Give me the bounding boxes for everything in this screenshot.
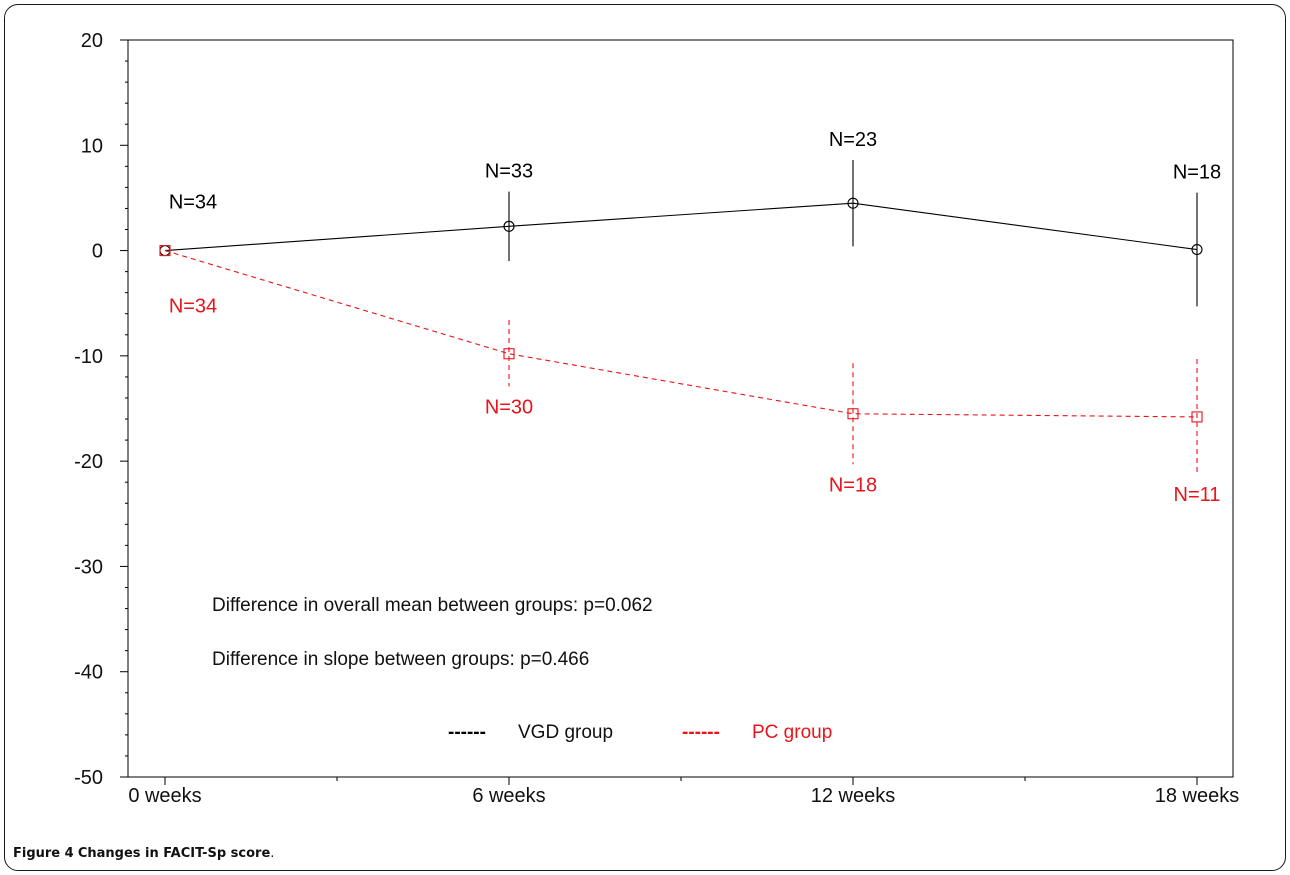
figure-caption-end: . xyxy=(270,846,275,861)
x-tick-label: 0 weeks xyxy=(128,785,201,807)
annotation-overall-mean: Difference in overall mean between group… xyxy=(212,595,653,616)
sample-size-label: N=23 xyxy=(829,129,877,151)
data-point-square xyxy=(1191,411,1203,423)
series-vgd: N=34 N=33 N=23 N=18 xyxy=(159,129,1221,307)
data-point-circle xyxy=(847,197,859,209)
series-line xyxy=(164,202,1198,252)
sample-size-label: N=18 xyxy=(1173,162,1221,184)
line-chart: 20 10 0 -10 -20 -30 -40 -50 0 weeks 6 weeks 12 wee… xyxy=(74,30,1239,807)
y-tick-label: -20 xyxy=(74,451,103,473)
series-pc: N=34 N=30 N=18 N=11 xyxy=(159,245,1221,506)
chart-marks: N=34 N=33 N=23 N=18 N=34 N=30 N=18 N=11 xyxy=(159,129,1221,506)
y-tick-label: 20 xyxy=(81,30,103,52)
y-tick-label: 0 xyxy=(92,241,103,263)
y-tick-label: -30 xyxy=(74,556,103,578)
data-point-circle xyxy=(1191,243,1203,256)
sample-size-label: N=34 xyxy=(169,296,217,318)
legend-label-pc: PC group xyxy=(752,722,832,743)
annotation-slope: Difference in slope between groups: p=0.… xyxy=(212,649,589,670)
x-tick-label: 12 weeks xyxy=(811,785,896,807)
data-point-square xyxy=(503,348,515,360)
x-tick-label: 6 weeks xyxy=(472,785,545,807)
data-point-square xyxy=(847,408,859,420)
figure-caption-text: Changes in FACIT-Sp score xyxy=(77,846,271,861)
y-tick-label: -40 xyxy=(74,662,103,684)
data-point-circle xyxy=(503,220,515,232)
chart-legend: ------ VGD group ------ PC group xyxy=(448,722,832,743)
y-tick-label: 10 xyxy=(81,135,103,157)
sample-size-label: N=11 xyxy=(1174,484,1221,506)
legend-swatch-pc: ------ xyxy=(682,722,720,743)
data-point-square xyxy=(159,245,171,257)
y-tick-label: -10 xyxy=(74,346,103,368)
figure-caption: Figure 4 Changes in FACIT-Sp score. xyxy=(13,846,274,861)
legend-swatch-vgd: ------ xyxy=(448,722,486,743)
figure-label: Figure 4 xyxy=(13,846,74,861)
sample-size-label: N=33 xyxy=(485,161,533,183)
sample-size-label: N=34 xyxy=(169,192,217,214)
sample-size-label: N=18 xyxy=(829,474,877,496)
sample-size-label: N=30 xyxy=(485,396,533,418)
chart-axes: 20 10 0 -10 -20 -30 -40 -50 0 weeks 6 weeks 12 wee… xyxy=(74,30,1239,807)
y-tick-label: -50 xyxy=(74,767,103,789)
legend-label-vgd: VGD group xyxy=(518,722,613,743)
series-line xyxy=(164,250,1198,418)
x-tick-label: 18 weeks xyxy=(1155,785,1240,807)
figure-frame xyxy=(4,4,1286,871)
